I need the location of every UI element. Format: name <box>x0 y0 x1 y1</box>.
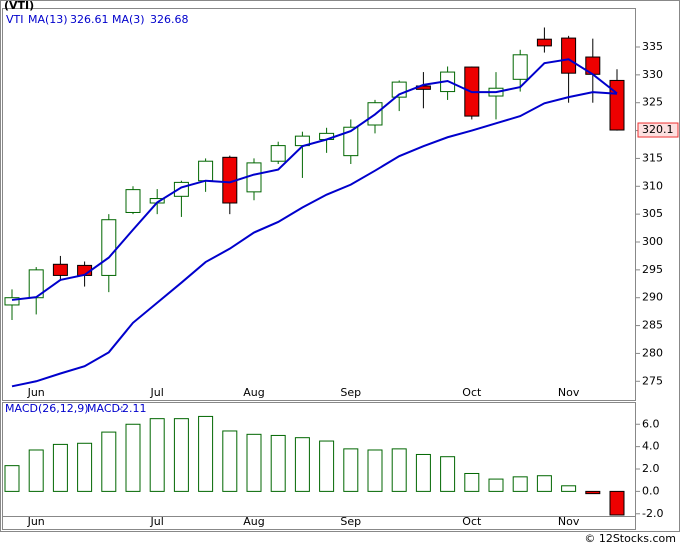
y-tick-label: 330 <box>642 68 663 81</box>
legend-label: MA(3) <box>112 13 145 26</box>
y-tick-label: 310 <box>642 179 663 192</box>
candle-body <box>561 37 577 74</box>
y-tick-label: 300 <box>642 235 663 248</box>
macd-bar <box>488 478 504 492</box>
ma-line <box>11 58 618 301</box>
macd-bar <box>585 490 601 495</box>
y-tick-label: 275 <box>642 374 663 387</box>
y-tick-label: 2.0 <box>642 462 660 475</box>
candle-body <box>4 297 20 306</box>
macd-bar <box>343 448 359 492</box>
ma-line <box>11 91 618 388</box>
price-label: 320.1 <box>642 123 674 136</box>
macd-bar <box>464 472 480 492</box>
macd-bar <box>536 475 552 492</box>
candle-body <box>270 145 286 162</box>
x-tick-label: Jul <box>150 386 164 399</box>
chart-title: (VTI) <box>4 0 34 12</box>
macd-bar <box>415 453 431 492</box>
macd-bar <box>270 434 286 492</box>
macd-bar <box>367 449 383 492</box>
y-tick-label: 280 <box>642 346 663 359</box>
y-tick-label: 335 <box>642 40 663 53</box>
candle-body <box>125 189 141 213</box>
macd-bar <box>28 449 44 492</box>
y-tick-label: 6.0 <box>642 417 660 430</box>
price-label-box <box>637 122 679 138</box>
legend-value: 326.61 <box>70 13 109 26</box>
x-tick-label: Sep <box>340 386 361 399</box>
macd-bar <box>319 440 335 492</box>
macd-bar <box>294 437 310 492</box>
y-tick-label: 315 <box>642 151 663 164</box>
legend-label: MA(13) <box>28 13 68 26</box>
macd-bar <box>561 485 577 492</box>
macd-bar <box>77 442 93 492</box>
x-tick-label: Nov <box>558 515 580 528</box>
macd-bar <box>198 415 214 492</box>
macd-bar <box>173 418 189 492</box>
macd-bar <box>609 490 625 516</box>
x-tick-label: Sep <box>340 515 361 528</box>
x-tick-label: Jun <box>27 515 45 528</box>
macd-bar <box>440 456 456 492</box>
legend-value: 326.68 <box>150 13 189 26</box>
x-tick-label: Nov <box>558 386 580 399</box>
candle-body <box>198 160 214 182</box>
y-tick-label: 0.0 <box>642 484 660 497</box>
macd-title: MACD(26,12,9) <box>5 402 89 415</box>
y-tick-label: 325 <box>642 96 663 109</box>
macd-bar <box>222 430 238 492</box>
candle-body <box>536 38 552 47</box>
x-tick-label: Aug <box>243 515 264 528</box>
source: © 12Stocks.com <box>584 532 676 545</box>
x-tick-label: Oct <box>462 515 482 528</box>
candle-body <box>52 263 68 276</box>
candle-body <box>609 79 625 131</box>
y-tick-label: 285 <box>642 319 663 332</box>
y-tick-label: 290 <box>642 291 663 304</box>
candle-body <box>512 54 528 80</box>
macd-bar <box>125 423 141 492</box>
macd-bar <box>246 433 262 492</box>
y-tick-label: 4.0 <box>642 440 660 453</box>
y-tick-label: -2.0 <box>642 507 663 520</box>
y-tick-label: 305 <box>642 207 663 220</box>
macd-bar <box>149 418 165 492</box>
macd-legend-value: -2.11 <box>118 402 146 415</box>
legend-symbol: VTI <box>6 13 24 26</box>
macd-bar <box>52 443 68 492</box>
macd-legend-label: MACD: <box>87 402 124 415</box>
macd-panel <box>2 402 636 530</box>
x-tick-label: Jun <box>27 386 45 399</box>
x-tick-label: Aug <box>243 386 264 399</box>
macd-bar <box>101 431 117 492</box>
candle-body <box>343 126 359 157</box>
macd-bar <box>4 465 20 492</box>
candle-body <box>101 219 117 276</box>
macd-bar <box>391 448 407 492</box>
macd-bar <box>512 476 528 492</box>
price-panel <box>2 8 636 401</box>
y-tick-label: 295 <box>642 263 663 276</box>
x-tick-label: Oct <box>462 386 482 399</box>
x-tick-label: Jul <box>150 515 164 528</box>
candle-body <box>246 162 262 193</box>
